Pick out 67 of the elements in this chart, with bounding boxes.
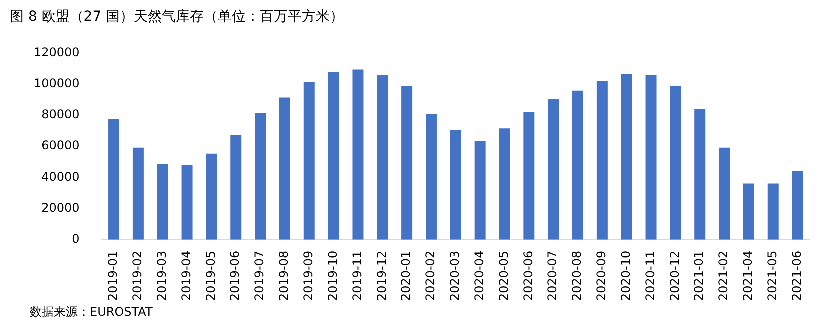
x-tick-label: 2019-09 — [302, 250, 316, 301]
bar — [743, 184, 754, 240]
bar — [548, 100, 560, 240]
bar — [524, 112, 535, 240]
x-tick-label: 2019-11 — [350, 250, 364, 301]
chart-title: 图 8 欧盟（27 国）天然气库存（单位：百万平方米） — [9, 8, 346, 27]
bar — [572, 90, 584, 240]
x-tick-label: 2019-04 — [179, 250, 194, 301]
y-tick-label: 80000 — [42, 108, 80, 122]
bar — [719, 148, 730, 240]
bar — [402, 86, 413, 240]
source-note: 数据来源：EUROSTAT — [29, 304, 154, 321]
y-tick-label: 40000 — [42, 170, 80, 184]
y-tick-label: 120000 — [34, 45, 80, 60]
bar — [474, 141, 486, 240]
x-tick-label: 2019-08 — [277, 250, 292, 301]
x-tick-label: 2020-09 — [594, 250, 609, 301]
x-tick-label: 2020-11 — [643, 250, 658, 301]
bar — [132, 148, 144, 240]
x-tick-label: 2020-04 — [472, 250, 486, 301]
bar — [621, 74, 632, 240]
x-tick-label: 2019-02 — [130, 250, 145, 301]
bar — [279, 98, 290, 240]
x-tick-label: 2021-04 — [741, 250, 756, 301]
bar — [450, 130, 462, 240]
x-tick-label: 2020-05 — [496, 250, 511, 301]
x-tick-label: 2021-06 — [790, 250, 804, 301]
x-tick-label: 2021-05 — [765, 250, 780, 301]
y-tick-label: 60000 — [42, 138, 80, 153]
bar — [792, 171, 804, 240]
bar — [768, 184, 779, 240]
bar — [426, 114, 437, 240]
x-tick-label: 2019-06 — [228, 250, 242, 301]
y-tick-label: 100000 — [34, 76, 80, 90]
x-tick-label: 2019-10 — [326, 250, 340, 301]
bar — [157, 164, 168, 240]
x-tick-label: 2020-12 — [668, 250, 682, 301]
bar — [596, 81, 608, 240]
x-tick-label: 2019-03 — [154, 250, 169, 301]
bar — [499, 128, 510, 240]
x-tick-label: 2019-07 — [252, 250, 267, 301]
x-tick-label: 2020-03 — [448, 250, 462, 301]
x-tick-label: 2021-02 — [716, 250, 731, 301]
bar — [230, 135, 242, 240]
x-tick-label: 2019-01 — [106, 250, 120, 301]
bar — [304, 82, 315, 240]
bar — [328, 72, 340, 240]
bar — [255, 113, 266, 240]
bar — [352, 70, 364, 240]
bar — [108, 119, 120, 240]
x-tick-label: 2020-02 — [424, 250, 438, 301]
x-tick-label: 2021-01 — [692, 250, 706, 301]
x-tick-label: 2020-06 — [521, 250, 536, 301]
bar — [670, 86, 682, 240]
bar — [206, 154, 218, 240]
x-tick-label: 2019-05 — [204, 250, 218, 301]
x-tick-label: 2020-08 — [570, 250, 584, 301]
x-tick-label: 2019-12 — [374, 250, 389, 301]
x-tick-label: 2020-07 — [546, 250, 560, 301]
y-tick-label: 20000 — [42, 200, 80, 215]
x-tick-label: 2020-10 — [618, 250, 633, 301]
y-tick-label: 0 — [72, 232, 80, 246]
bar — [646, 75, 657, 240]
x-tick-label: 2020-01 — [399, 250, 414, 301]
bar — [182, 165, 193, 240]
bar — [377, 75, 388, 240]
bar — [694, 109, 706, 240]
